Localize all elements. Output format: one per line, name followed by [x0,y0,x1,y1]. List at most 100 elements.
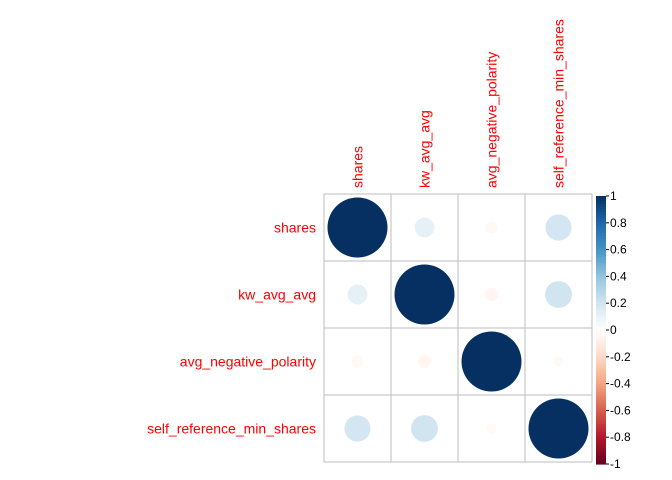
correlation-circle-self_reference_min_shares-kw_avg_avg [411,415,438,442]
colorbar-segment [596,458,606,462]
colorbar-segment [596,351,606,355]
colorbar-segment [596,236,606,240]
colorbar-segment [596,265,606,269]
colorbar-segment [596,426,606,430]
colorbar-segment [596,254,606,259]
colorbar-segment [596,327,606,331]
correlation-circle-avg_negative_polarity-self_reference_min_shares [553,356,564,367]
colorbar-segment [596,447,606,452]
colorbar-segment [596,410,606,414]
colorbar-segment [596,287,606,291]
colorbar-segment [596,319,606,323]
colorbar-segment [596,445,606,449]
colorbar-segment [596,388,606,393]
colorbar-segment [596,397,606,401]
colorbar-segment [596,238,606,243]
row-label-self_reference_min_shares: self_reference_min_shares [147,421,316,437]
colorbar-segment [596,260,606,264]
colorbar-segment [596,225,606,229]
colorbar-segment [596,230,606,235]
colorbar-segment [596,303,606,307]
colorbar-segment [596,399,606,403]
colorbar-segment [596,268,606,272]
colorbar-segment [596,450,606,454]
colorbar-segment [596,214,606,219]
colorbar-segment [596,292,606,296]
colorbar-segment [596,348,606,353]
colorbar-segment [596,220,606,224]
colorbar-segment [596,407,606,411]
colorbar-tick-label: 0.4 [610,269,627,283]
colorbar-tick-label: 0 [610,323,617,337]
colorbar-segment [596,324,606,328]
colorbar-segment [596,375,606,379]
correlation-circle-self_reference_min_shares-avg_negative_polarity [486,423,497,434]
colorbar-segment [596,281,606,286]
colorbar-segment [596,455,606,460]
colorbar-segment [596,394,606,398]
colorbar-segment [596,271,606,275]
correlation-circle-kw_avg_avg-avg_negative_polarity [484,287,499,302]
colorbar-tick-label: 0.2 [610,296,627,310]
colorbar-segment [596,421,606,425]
colorbar-segment [596,273,606,277]
colorbar-segment [596,413,606,417]
colorbar-segment [596,415,606,420]
colorbar-segment [596,378,606,382]
colorbar-segment [596,263,606,267]
colorbar-segment [596,335,606,339]
correlation-circles [327,197,589,459]
correlation-circle-shares-self_reference_min_shares [545,214,572,241]
colorbar-segment [596,423,606,428]
colorbar-segment [596,364,606,369]
colorbar-segment [596,386,606,390]
colorbar: -1 -0.8 -0.6 -0.4 -0.2 0 0.2 0.4 0.6 0.8 1 [596,189,631,471]
colorbar-segment [596,437,606,441]
colorbar-segment [596,429,606,433]
colorbar-segment [596,228,606,232]
correlation-circle-shares-avg_negative_polarity [485,221,498,234]
colorbar-segment [596,380,606,385]
colorbar-segment [596,338,606,342]
colorbar-segment [596,332,606,336]
colorbar-segment [596,391,606,395]
colorbar-segment [596,405,606,409]
colorbar-segment [596,434,606,438]
column-label-shares: shares [350,146,366,188]
colorbar-segment [596,233,606,237]
colorbar-segment [596,289,606,294]
colorbar-segment [596,461,606,465]
colorbar-segment [596,343,606,347]
colorbar-segment [596,297,606,302]
colorbar-segment [596,316,606,320]
colorbar-segment [596,359,606,363]
correlation-circle-shares-shares [327,197,388,258]
colorbar-tick-label: 0.8 [610,216,627,230]
row-label-avg_negative_polarity: avg_negative_polarity [180,354,316,370]
colorbar-tick-label: 0.6 [610,243,627,257]
colorbar-segment [596,418,606,422]
column-labels: shares kw_avg_avg avg_negative_polarity sel… [350,19,567,188]
colorbar-tick-label: -0.8 [610,430,631,444]
colorbar-segment [596,340,606,344]
colorbar-segment [596,284,606,288]
colorbar-segment [596,370,606,374]
grid [323,193,593,463]
colorbar-segment [596,249,606,253]
colorbar-tick-label: 1 [610,189,617,203]
correlation-circle-self_reference_min_shares-self_reference_min_shares [528,398,589,459]
correlation-circle-kw_avg_avg-shares [347,284,368,305]
colorbar-segment [596,222,606,227]
colorbar-segment [596,313,606,318]
colorbar-segment [596,244,606,248]
colorbar-segment [596,241,606,245]
colorbar-segment [596,198,606,202]
colorbar-segment [596,439,606,444]
colorbar-tick-label: -0.6 [610,403,631,417]
colorbar-tick-label: -0.2 [610,350,631,364]
correlation-circle-shares-kw_avg_avg [414,217,435,238]
colorbar-segment [596,257,606,261]
colorbar-segment [596,279,606,283]
colorbar-segment [596,372,606,377]
